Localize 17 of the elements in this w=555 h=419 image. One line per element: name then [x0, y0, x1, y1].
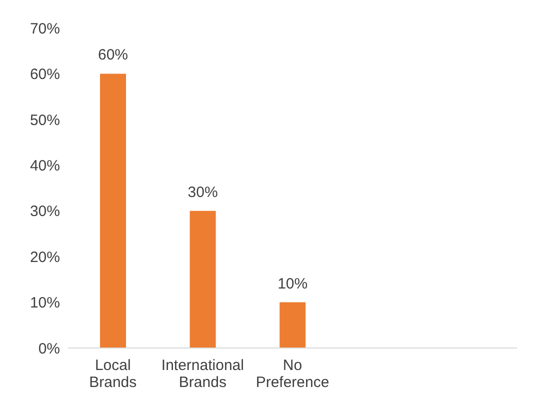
y-tick-label: 30%	[30, 203, 60, 220]
y-tick-label: 20%	[30, 248, 60, 266]
y-tick-label: 50%	[30, 112, 60, 129]
bar	[100, 74, 126, 348]
y-tick-label: 70%	[30, 20, 60, 38]
y-tick-label: 40%	[30, 157, 60, 174]
data-label: 30%	[188, 184, 218, 201]
y-tick-label: 10%	[30, 294, 60, 312]
x-tick-label: International Brands	[161, 357, 244, 391]
x-tick-label: Local Brands	[89, 357, 137, 391]
bar	[190, 210, 216, 348]
data-label: 10%	[278, 275, 308, 292]
y-tick-label: 0%	[38, 340, 60, 358]
bar	[280, 302, 306, 348]
y-tick-label: 60%	[30, 66, 60, 84]
x-tick-label: No Preference	[256, 357, 330, 391]
data-label: 60%	[98, 46, 128, 64]
